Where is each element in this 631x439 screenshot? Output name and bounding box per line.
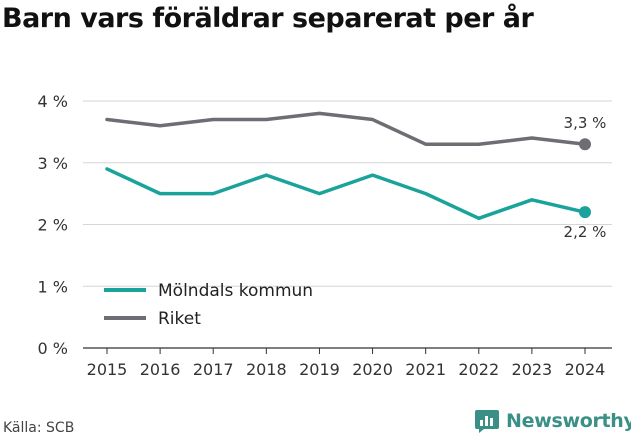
x-tick-label: 2020 xyxy=(352,360,393,379)
y-tick-label: 2 % xyxy=(38,216,68,235)
series-line-0 xyxy=(105,167,587,221)
end-points xyxy=(579,138,591,219)
series-end-point-0 xyxy=(579,206,591,219)
series-end-point-1 xyxy=(579,138,591,151)
legend-label-0: Mölndals kommun xyxy=(158,281,313,301)
x-tick-label: 2022 xyxy=(458,360,499,379)
x-tick-label: 2021 xyxy=(405,360,446,379)
x-tick-label: 2019 xyxy=(299,360,340,379)
x-tick-label: 2015 xyxy=(87,360,128,379)
y-tick-label: 1 % xyxy=(38,277,68,296)
gridlines xyxy=(83,100,612,349)
x-tick-label: 2017 xyxy=(193,360,234,379)
newsworthy-icon xyxy=(475,410,499,433)
x-tick-label: 2016 xyxy=(140,360,181,379)
legend-label-1: Riket xyxy=(158,309,201,329)
y-tick-label: 0 % xyxy=(38,339,68,358)
series-lines xyxy=(105,111,587,221)
y-tick-label: 4 % xyxy=(38,92,68,111)
x-tick-label: 2018 xyxy=(246,360,287,379)
y-tick-label: 3 % xyxy=(38,154,68,173)
brand-name: Newsworthy xyxy=(506,410,631,432)
brand-logo: Newsworthy xyxy=(474,408,631,434)
source-note: Källa: SCB xyxy=(3,420,75,436)
legend: Mölndals kommun Riket xyxy=(104,281,313,329)
series-line-1 xyxy=(105,111,587,146)
x-axis: 2015 2016 2017 2018 2019 2020 2021 2022 2023 2024 xyxy=(87,348,606,379)
chart-title: Barn vars föräldrar separerat per år xyxy=(2,3,534,34)
y-axis: 0 % 1 % 2 % 3 % 4 % xyxy=(38,92,68,358)
end-value-label-0: 2,2 % xyxy=(564,223,607,241)
x-tick-label: 2024 xyxy=(565,360,606,379)
data-labels: 2,2 % 3,3 % xyxy=(564,114,607,241)
x-tick-label: 2023 xyxy=(512,360,553,379)
end-value-label-1: 3,3 % xyxy=(564,114,607,132)
